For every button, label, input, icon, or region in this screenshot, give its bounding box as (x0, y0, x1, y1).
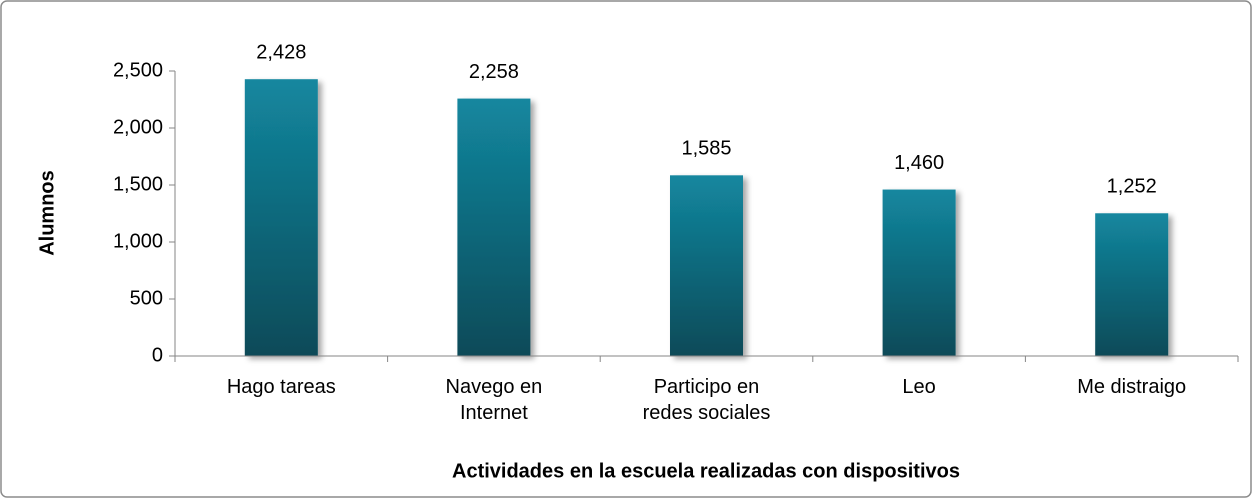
y-axis-title: Alumnos (36, 170, 58, 256)
bar (882, 189, 956, 356)
data-label: 2,428 (256, 41, 306, 63)
y-tick-label: 0 (152, 344, 163, 366)
data-label: 1,460 (894, 152, 944, 174)
data-label: 1,252 (1107, 176, 1157, 198)
y-tick-label: 2,500 (113, 59, 163, 81)
data-label: 2,258 (469, 61, 519, 83)
x-tick-label: Leo (902, 376, 936, 398)
bar (1095, 213, 1169, 356)
x-tick-label: Me distraigo (1077, 376, 1187, 398)
bar (670, 175, 743, 356)
y-tick-label: 1,000 (113, 230, 163, 252)
y-tick-label: 1,500 (113, 173, 163, 195)
bar (457, 98, 531, 356)
x-axis-title: Actividades en la escuela realizadas con… (452, 460, 960, 482)
y-tick-label: 2,000 (113, 116, 163, 138)
data-label: 1,585 (681, 138, 731, 160)
x-tick-label: Participo en redes sociales (642, 376, 771, 424)
y-tick-label: 500 (130, 287, 163, 309)
x-tick-label: Hago tareas (226, 376, 336, 398)
x-tick-label: Navego en Internet (445, 376, 543, 424)
bar (244, 79, 318, 356)
